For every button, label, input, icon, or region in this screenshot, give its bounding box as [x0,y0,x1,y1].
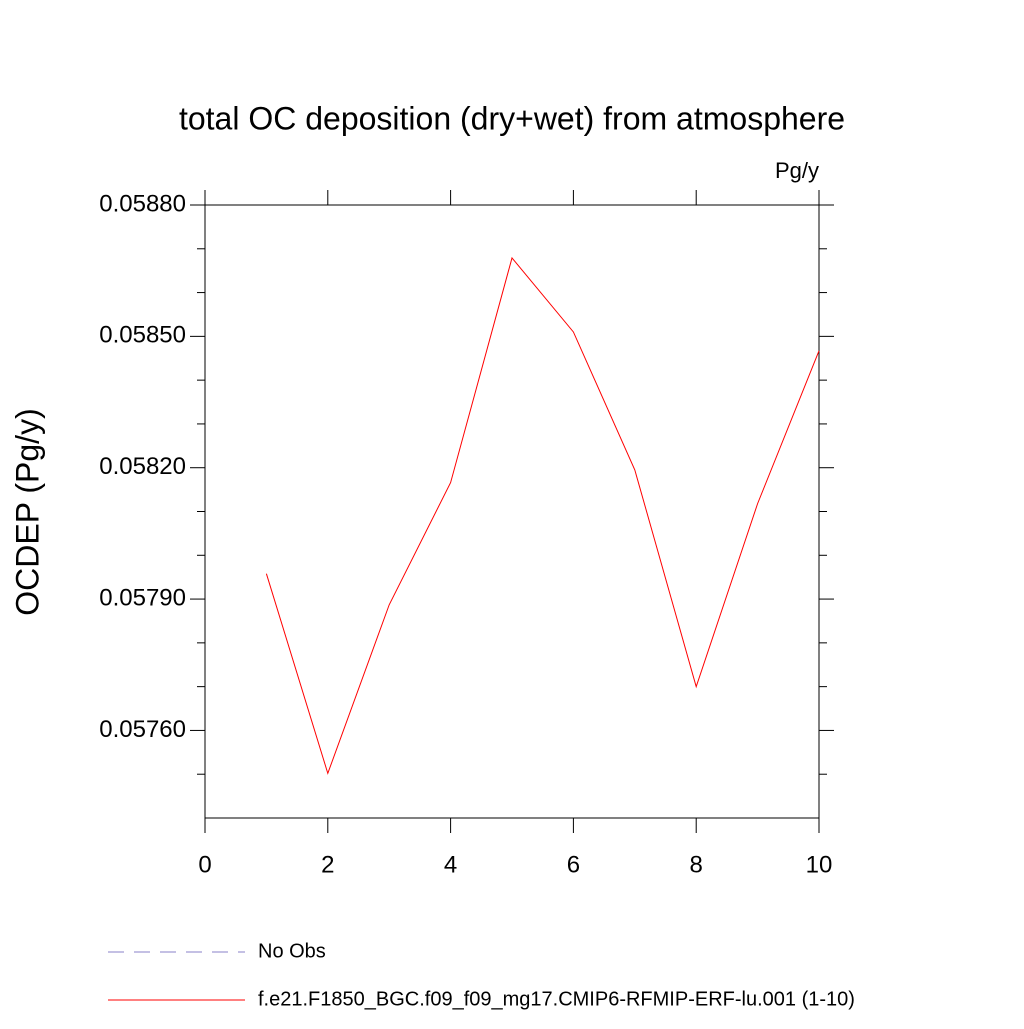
y-tick-label: 0.05760 [99,716,186,743]
y-tick-label: 0.05790 [99,584,186,611]
y-tick-label: 0.05880 [99,190,186,217]
y-axis-label: OCDEP (Pg/y) [9,408,45,615]
x-tick-label: 2 [321,851,334,878]
legend-label: f.e21.F1850_BGC.f09_f09_mg17.CMIP6-RFMIP… [258,988,855,1010]
units-label: Pg/y [775,158,819,183]
x-tick-label: 6 [567,851,580,878]
x-tick-label: 4 [444,851,457,878]
legend-label: No Obs [258,940,326,962]
plot-frame [204,204,820,819]
y-tick-label: 0.05820 [99,453,186,480]
x-tick-label: 8 [690,851,703,878]
x-tick-label: 10 [806,851,833,878]
data-line [265,256,820,775]
y-tick-label: 0.05850 [99,322,186,349]
chart-title: total OC deposition (dry+wet) from atmos… [179,100,845,136]
x-tick-label: 0 [198,851,211,878]
